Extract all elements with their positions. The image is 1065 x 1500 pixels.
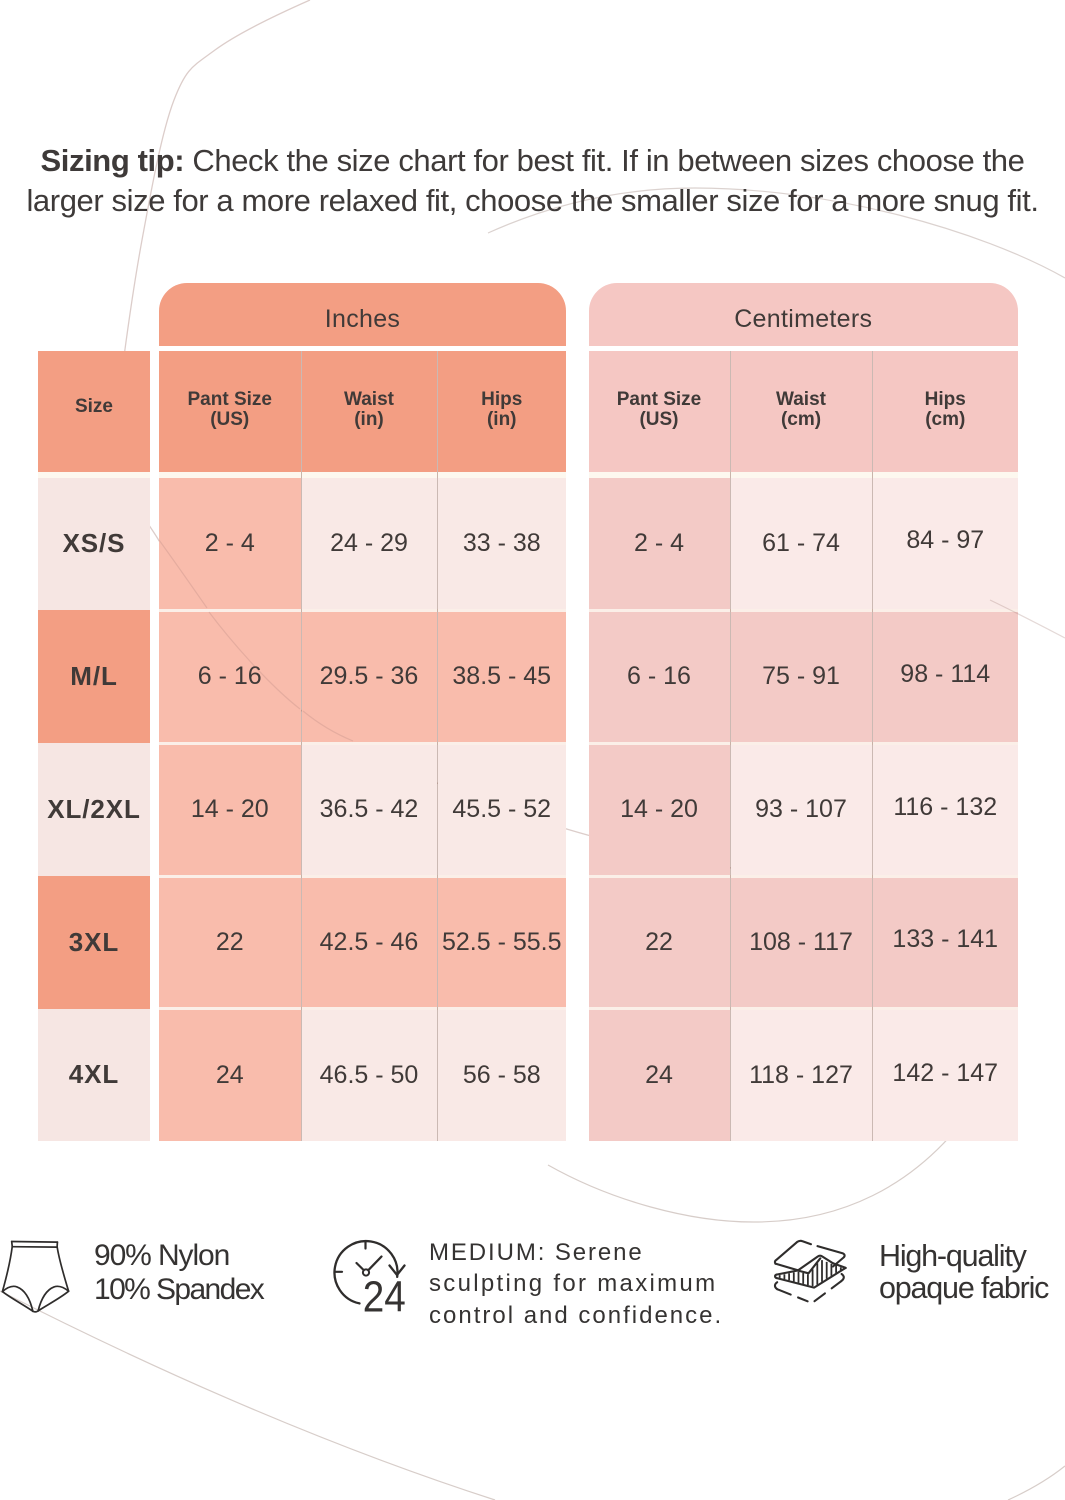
svg-text:24: 24 <box>363 1274 406 1322</box>
